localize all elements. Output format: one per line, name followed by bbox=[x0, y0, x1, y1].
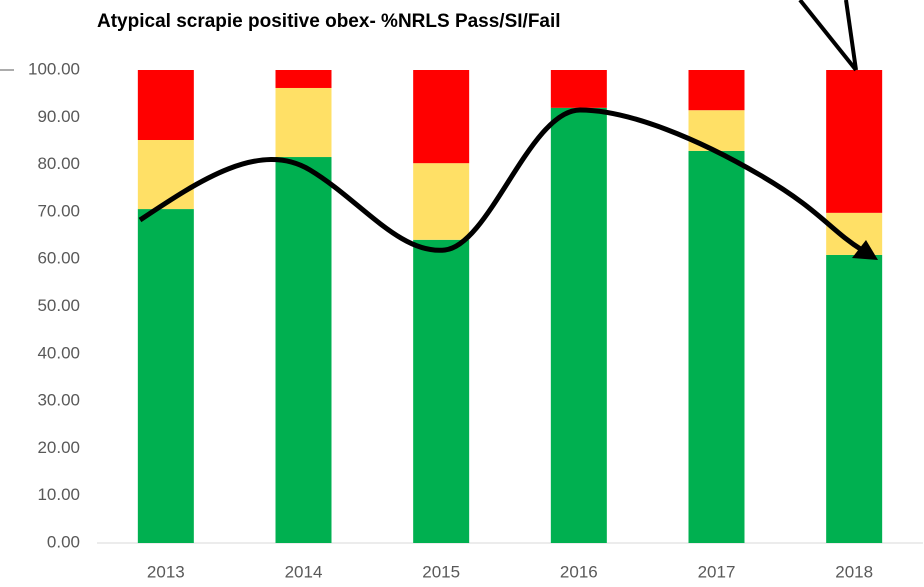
bar-segment bbox=[413, 70, 470, 164]
bar-segment bbox=[826, 212, 883, 255]
bar-segment bbox=[137, 209, 194, 543]
bar-segment bbox=[550, 107, 607, 543]
y-tick-label: 100.00 bbox=[28, 59, 80, 78]
y-tick-label: 10.00 bbox=[37, 485, 80, 504]
bar-segment bbox=[688, 70, 745, 111]
y-tick-label: 0.00 bbox=[47, 532, 80, 551]
bar-segment bbox=[826, 254, 883, 543]
arrow-head bbox=[852, 240, 878, 260]
y-tick-label: 90.00 bbox=[37, 107, 80, 126]
bar-segment bbox=[826, 70, 883, 213]
y-tick-label: 40.00 bbox=[37, 343, 80, 362]
y-tick-label: 50.00 bbox=[37, 296, 80, 315]
bar-segment bbox=[688, 150, 745, 543]
y-tick-label: 20.00 bbox=[37, 438, 80, 457]
y-tick-label: 30.00 bbox=[37, 391, 80, 410]
y-tick-label: 80.00 bbox=[37, 154, 80, 173]
callout-line bbox=[798, 0, 858, 72]
x-tick-label: 2016 bbox=[560, 562, 598, 581]
bar-segment bbox=[137, 70, 194, 141]
x-tick-label: 2017 bbox=[698, 562, 736, 581]
bar-segment bbox=[275, 87, 332, 158]
y-tick-label: 70.00 bbox=[37, 201, 80, 220]
trend-arrow bbox=[138, 107, 864, 253]
bar-segment bbox=[413, 163, 470, 240]
plot: 0.00 10.00 20.00 30.00 40.00 50.00 60.00 70.00 8… bbox=[28, 59, 923, 581]
callout-line bbox=[844, 0, 858, 71]
bar-segment bbox=[137, 140, 194, 210]
x-tick-label: 2013 bbox=[147, 562, 185, 581]
x-tick-label: 2018 bbox=[835, 562, 873, 581]
y-tick-label: 60.00 bbox=[37, 249, 80, 268]
bar-segment bbox=[550, 70, 607, 108]
chart-title: Atypical scrapie positive obex- %NRLS Pa… bbox=[97, 11, 561, 32]
bar-segment bbox=[413, 239, 470, 543]
bar-segment bbox=[275, 70, 332, 88]
bar-segment bbox=[275, 157, 332, 544]
x-tick-label: 2014 bbox=[285, 562, 323, 581]
x-tick-label: 2015 bbox=[422, 562, 460, 581]
